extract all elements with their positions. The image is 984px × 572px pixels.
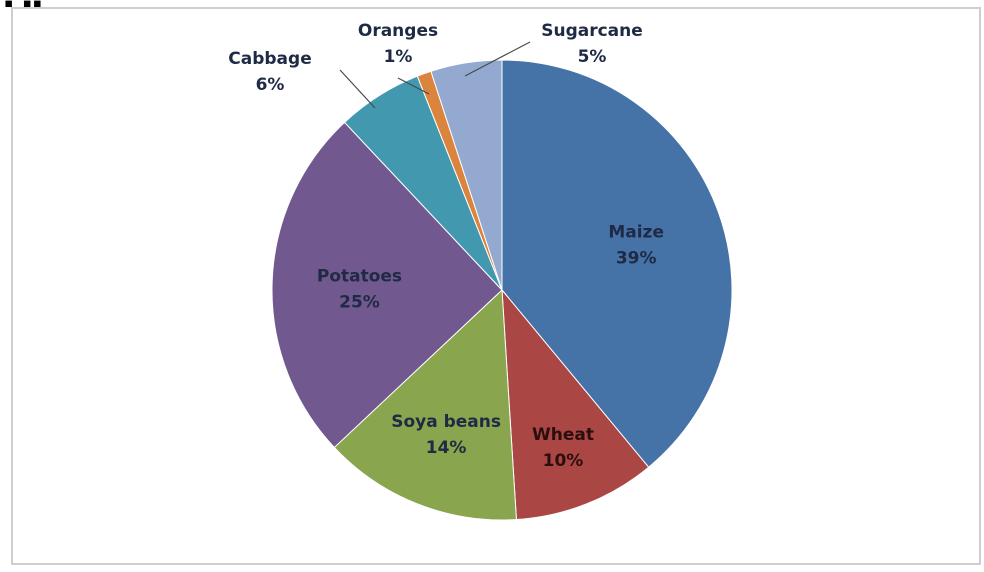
- pie-slice-wheat: [501, 288, 650, 521]
- slice-percent-sugarcane: 5%: [578, 47, 607, 67]
- slice-category-potatoes: Potatoes: [317, 267, 402, 287]
- slice-category-cabbage: Cabbage: [228, 49, 311, 69]
- leader-line-cabbage: [339, 69, 376, 109]
- slice-percent-cabbage: 6%: [256, 75, 285, 95]
- slice-category-sugarcane: Sugarcane: [541, 21, 643, 41]
- slice-category-soya-beans: Soya beans: [391, 412, 501, 432]
- pie-slices: [271, 59, 733, 521]
- slice-percent-oranges: 1%: [384, 47, 413, 67]
- slice-label-cabbage: Cabbage 6%: [228, 49, 311, 95]
- slice-label-oranges: Oranges 1%: [358, 21, 438, 67]
- pie-slice-maize: [501, 59, 733, 468]
- slice-percent-wheat: 10%: [543, 451, 584, 471]
- leader-line-sugarcane: [464, 41, 531, 77]
- slice-label-soya-beans: Soya beans 14%: [391, 412, 501, 458]
- slice-percent-potatoes: 25%: [339, 293, 380, 313]
- slice-labels: Maize 39% Wheat 10% Soya beans 14% Potatoes 25%…: [228, 21, 664, 471]
- slice-label-wheat: Wheat 10%: [532, 425, 594, 471]
- slice-label-potatoes: Potatoes 25%: [317, 267, 402, 313]
- slice-label-sugarcane: Sugarcane 5%: [541, 21, 643, 67]
- slice-category-wheat: Wheat: [532, 425, 594, 445]
- leader-line-oranges: [397, 77, 430, 95]
- leader-lines: [339, 41, 531, 109]
- pie-slice-soya-beans: [333, 288, 517, 521]
- slice-percent-maize: 39%: [616, 249, 657, 269]
- pie-slice-potatoes: [271, 121, 503, 449]
- slice-category-maize: Maize: [608, 223, 664, 243]
- cropped-heading-fragment: ▪ ▪▪: [4, 0, 43, 18]
- slice-category-oranges: Oranges: [358, 21, 438, 41]
- slice-percent-soya-beans: 14%: [426, 438, 467, 458]
- slice-label-maize: Maize 39%: [608, 223, 664, 269]
- pie-slice-sugarcane: [430, 59, 503, 291]
